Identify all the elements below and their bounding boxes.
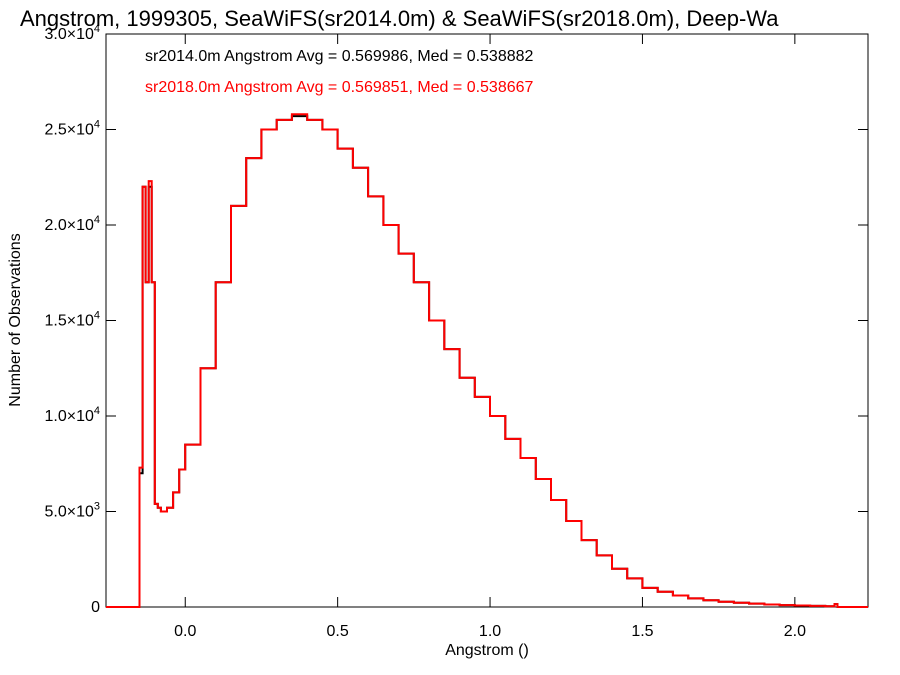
annotation-sr2018: sr2018.0m Angstrom Avg = 0.569851, Med =… [145,79,534,96]
y-tick-label: 3.0×104 [44,23,100,43]
y-tick-label: 2.0×104 [44,214,100,234]
y-tick-label: 5.0×103 [44,501,100,521]
series-layer [106,113,868,608]
x-tick-label: 0.0 [174,623,196,640]
x-tick-label: 1.5 [631,623,653,640]
chart-title: Angstrom, 1999305, SeaWiFS(sr2014.0m) & … [20,6,779,31]
y-tick-label: 1.5×104 [44,310,100,330]
x-axis-label: Angstrom () [445,642,529,659]
series-sr2014-line [106,115,868,608]
y-tick-label: 2.5×104 [44,119,100,139]
plot-frame [105,33,869,608]
y-tick-label: 0 [91,599,100,616]
axes: 0.0 0.5 1.0 1.5 2.0 0 5.0×103 1.0×104 1.5×104 2.0… [44,23,868,640]
series-sr2018-line [106,113,868,608]
x-tick-label: 2.0 [784,623,806,640]
x-tick-label: 1.0 [479,623,501,640]
x-tick-label: 0.5 [327,623,349,640]
y-axis-label: Number of Observations [7,233,24,406]
y-tick-label: 1.0×104 [44,405,100,425]
annotation-sr2014: sr2014.0m Angstrom Avg = 0.569986, Med =… [145,48,534,65]
